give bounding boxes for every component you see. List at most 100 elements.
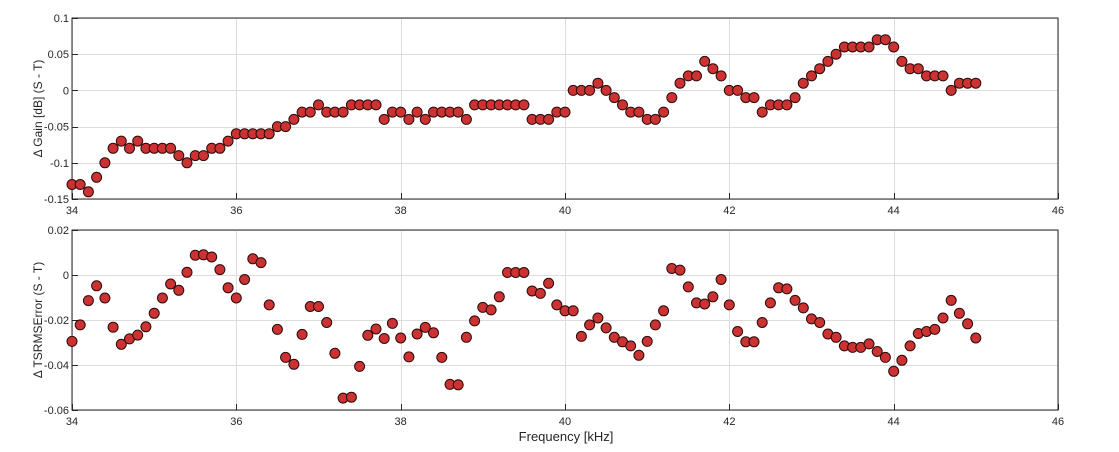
- tsrms-data-point: [362, 329, 374, 341]
- gain-xtick-label: 34: [66, 205, 78, 217]
- tsrms-data-point: [756, 317, 768, 328]
- gain-data-point: [806, 70, 817, 82]
- gain-ytick-label: 0.1: [54, 13, 69, 25]
- tsrms-data-point: [682, 281, 694, 293]
- tsrms-data-point: [255, 257, 267, 269]
- gain-data-point: [879, 34, 891, 46]
- gain-data-point: [600, 84, 612, 96]
- gain-data-point: [222, 135, 234, 147]
- tsrms-data-point: [165, 278, 177, 290]
- gain-data-point: [888, 41, 900, 53]
- tsrms-data-point: [378, 333, 390, 344]
- tsrms-data-point: [723, 299, 735, 311]
- gain-data-point: [674, 77, 686, 89]
- tsrms-data-point: [156, 292, 168, 304]
- gain-data-point: [822, 55, 834, 67]
- gain-data-point: [132, 135, 144, 147]
- tsrms-data-point: [929, 323, 941, 335]
- tsrms-data-point: [551, 299, 563, 311]
- tsrms-points: [66, 249, 982, 404]
- tsrms-data-point: [534, 287, 546, 299]
- gain-data-point: [896, 55, 908, 67]
- gain-data-point: [543, 113, 555, 125]
- tsrms-data-point: [608, 331, 620, 343]
- tsrms-data-point: [386, 317, 398, 329]
- gain-data-point: [781, 99, 793, 111]
- tsrms-ytick-label: 0: [63, 270, 69, 282]
- tsrms-xtick-label: 40: [559, 416, 571, 428]
- tsrms-ytick-label: -0.04: [44, 360, 69, 372]
- tsrms-data-point: [239, 274, 251, 285]
- gain-data-point: [82, 186, 94, 198]
- gain-data-point: [715, 70, 727, 82]
- tsrms-data-point: [518, 267, 530, 278]
- tsrms-ylabel: Δ TSRMSError (S - T): [31, 262, 45, 378]
- tsrms-data-point: [649, 319, 661, 331]
- gain-data-point: [165, 142, 177, 154]
- tsrms-data-point: [313, 301, 324, 312]
- tsrms-data-point: [904, 340, 916, 352]
- tsrms-data-point: [428, 327, 439, 339]
- tsrms-ytick-label: 0.02: [48, 225, 69, 237]
- gain-data-point: [633, 106, 645, 118]
- tsrms-data-point: [74, 319, 86, 331]
- tsrms-data-point: [296, 328, 308, 340]
- tsrms-data-point: [66, 335, 78, 347]
- gain-xtick-label: 44: [888, 205, 900, 217]
- tsrms-data-point: [460, 331, 472, 343]
- tsrms-data-point: [575, 330, 587, 342]
- gain-data-point: [263, 128, 275, 140]
- gain-data-point: [370, 99, 382, 111]
- tsrms-data-point: [411, 328, 423, 340]
- gain-data-point: [288, 113, 300, 125]
- gain-data-point: [337, 106, 349, 118]
- gain-data-point: [649, 113, 661, 125]
- gain-data-point: [814, 63, 826, 75]
- gain-data-point: [214, 142, 226, 154]
- gain-data-point: [732, 84, 744, 96]
- gain-data-point: [99, 157, 111, 169]
- tsrms-data-point: [707, 291, 719, 303]
- gain-xtick-label: 38: [395, 205, 407, 217]
- tsrms-data-point: [896, 354, 908, 366]
- gain-data-point: [460, 113, 472, 125]
- tsrms-data-point: [888, 365, 900, 377]
- tsrms-data-point: [452, 379, 464, 391]
- tsrms-xtick-label: 42: [723, 416, 735, 428]
- tsrms-data-point: [871, 346, 883, 357]
- tsrms-data-point: [469, 315, 481, 327]
- gain-data-point: [617, 99, 628, 111]
- gain-data-point: [378, 113, 390, 125]
- tsrms-data-point: [419, 321, 431, 333]
- gain-data-point: [452, 106, 464, 118]
- gain-data-point: [789, 92, 801, 104]
- tsrms-data-point: [748, 336, 760, 348]
- tsrms-data-point: [140, 321, 152, 333]
- gain-data-point: [592, 77, 604, 89]
- tsrms-data-point: [206, 251, 218, 263]
- tsrms-data-point: [288, 358, 300, 370]
- gain-ylabel: Δ Gain [dB] (S - T): [31, 60, 45, 158]
- tsrms-data-point: [764, 297, 776, 309]
- tsrms-data-point: [271, 323, 283, 335]
- gain-data-point: [395, 106, 407, 118]
- tsrms-data-point: [641, 335, 653, 347]
- tsrms-data-point: [962, 318, 974, 330]
- gain-data-point: [937, 70, 949, 82]
- gain-xtick-label: 42: [723, 205, 735, 217]
- tsrms-xtick-label: 44: [888, 416, 900, 428]
- gain-data-point: [115, 135, 127, 147]
- tsrms-ticks: [72, 230, 1059, 411]
- tsrms-data-point: [830, 331, 842, 343]
- gain-data-point: [280, 121, 292, 133]
- tsrms-tick-labels: 34 36 38 40 42 44 46 -0.06 -0.04 -0.02 0 0.02: [44, 225, 1064, 428]
- tsrms-data-point: [148, 307, 160, 319]
- gain-ytick-label: -0.15: [44, 194, 69, 206]
- gain-data-point: [403, 113, 415, 125]
- tsrms-data-point: [543, 277, 555, 289]
- tsrms-data-point: [493, 291, 505, 303]
- tsrms-data-point: [633, 349, 645, 361]
- tsrms-xtick-label: 36: [230, 416, 242, 428]
- tsrms-ytick-label: -0.02: [44, 315, 69, 327]
- tsrms-xtick-label: 46: [1052, 416, 1064, 428]
